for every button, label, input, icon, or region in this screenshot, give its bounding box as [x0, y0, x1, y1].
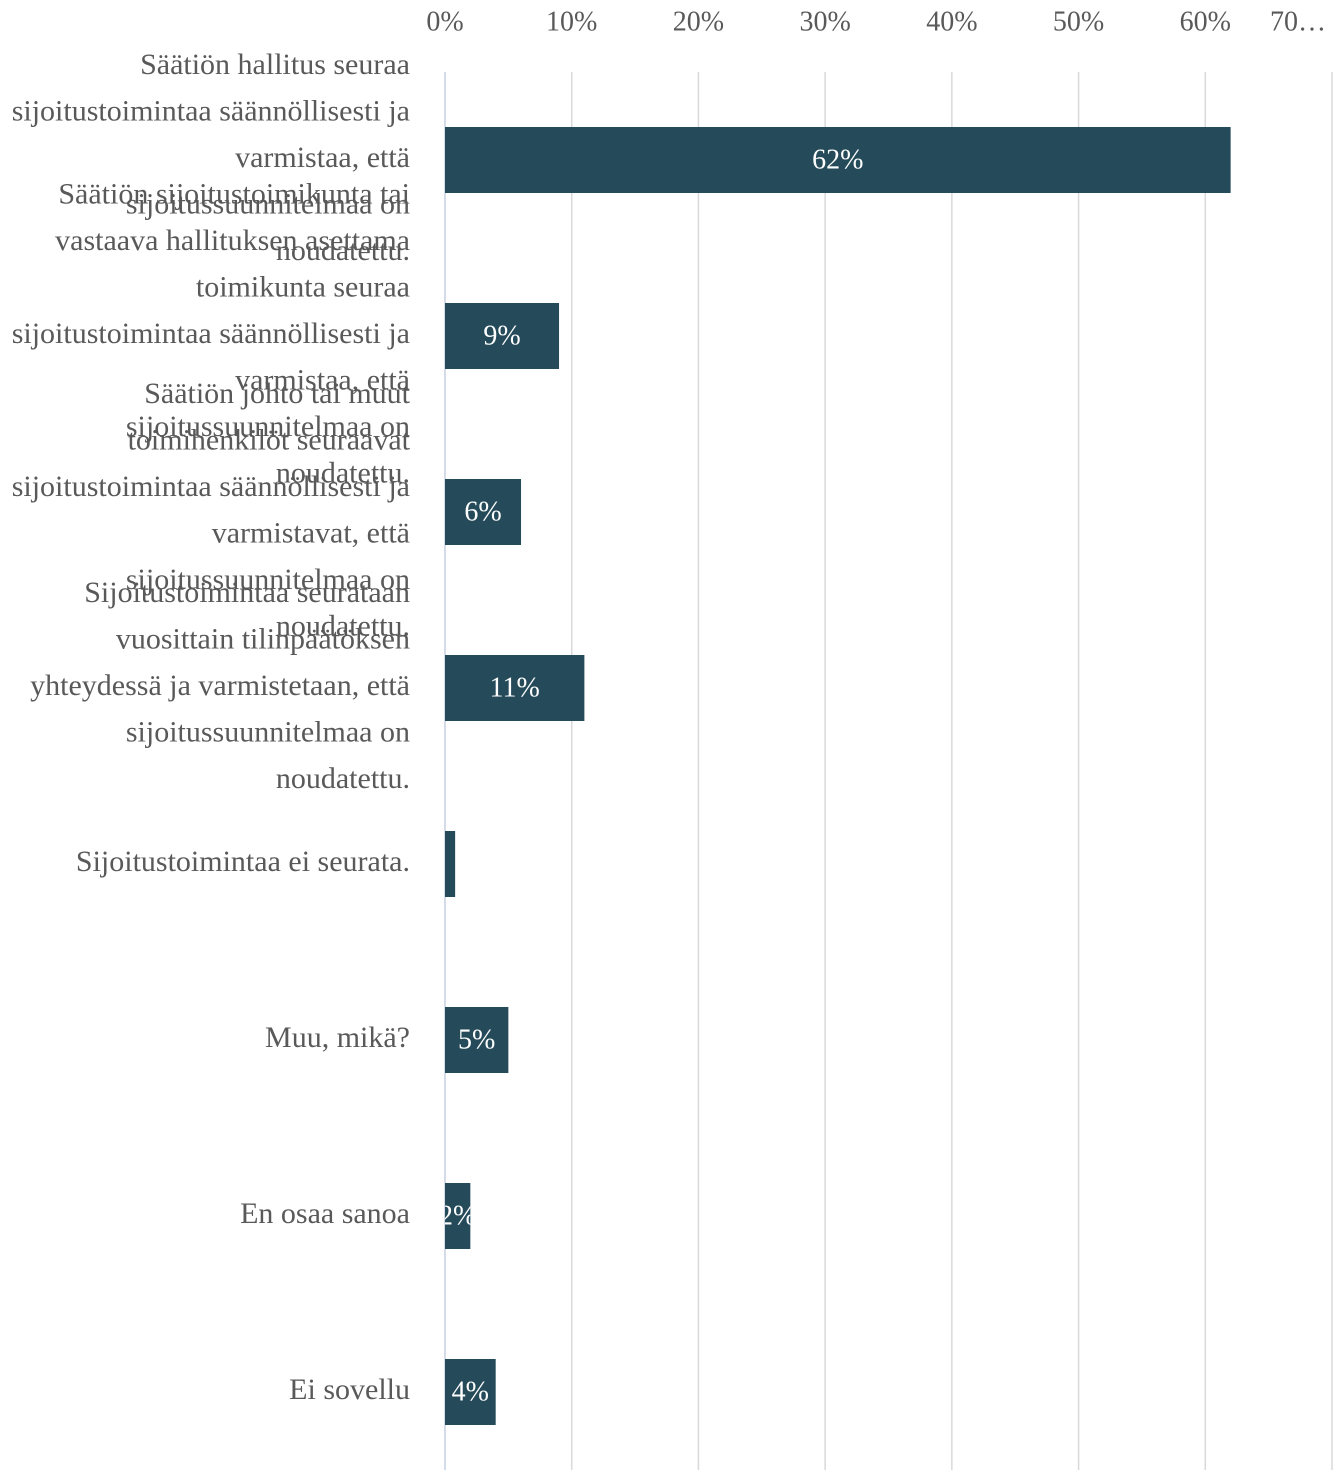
bar	[445, 127, 1231, 193]
x-tick-label: 20%	[673, 6, 724, 37]
category-label: Sijoitustoimintaa seurataan vuosittain ti…	[30, 576, 410, 795]
x-tick-label: 70…	[1270, 6, 1326, 37]
category-label: Säätiön sijoitustoimikunta tai vastaava h…	[12, 177, 410, 489]
x-tick-label: 0%	[426, 6, 463, 37]
category-label: Säätiön johto tai muut toimihenkilöt seur…	[12, 377, 411, 643]
category-label: Ei sovellu	[289, 1373, 410, 1406]
bar	[445, 831, 456, 897]
category-label: Säätiön hallitus seuraa sijoitustoimintaa…	[12, 48, 410, 267]
category-label: Sijoitustoimintaa ei seurata.	[76, 845, 410, 878]
bar	[445, 479, 522, 545]
value-label: 11%	[490, 672, 540, 703]
x-tick-label: 50%	[1053, 6, 1104, 37]
category-label: Muu, mikä?	[265, 1021, 410, 1054]
x-tick-label: 10%	[546, 6, 597, 37]
x-tick-label: 40%	[926, 6, 977, 37]
value-label: 5%	[458, 1024, 495, 1055]
bar	[445, 1359, 496, 1425]
value-label: 62%	[812, 144, 863, 175]
value-label: 6%	[464, 496, 501, 527]
x-tick-label: 60%	[1180, 6, 1231, 37]
bar	[445, 655, 585, 721]
value-label: 4%	[452, 1376, 489, 1407]
bar	[445, 1007, 509, 1073]
value-label: 9%	[483, 320, 520, 351]
value-label: 2%	[439, 1200, 476, 1231]
category-label: En osaa sanoa	[240, 1197, 410, 1230]
bar	[445, 1183, 471, 1249]
x-tick-label: 30%	[799, 6, 850, 37]
bar	[445, 303, 560, 369]
